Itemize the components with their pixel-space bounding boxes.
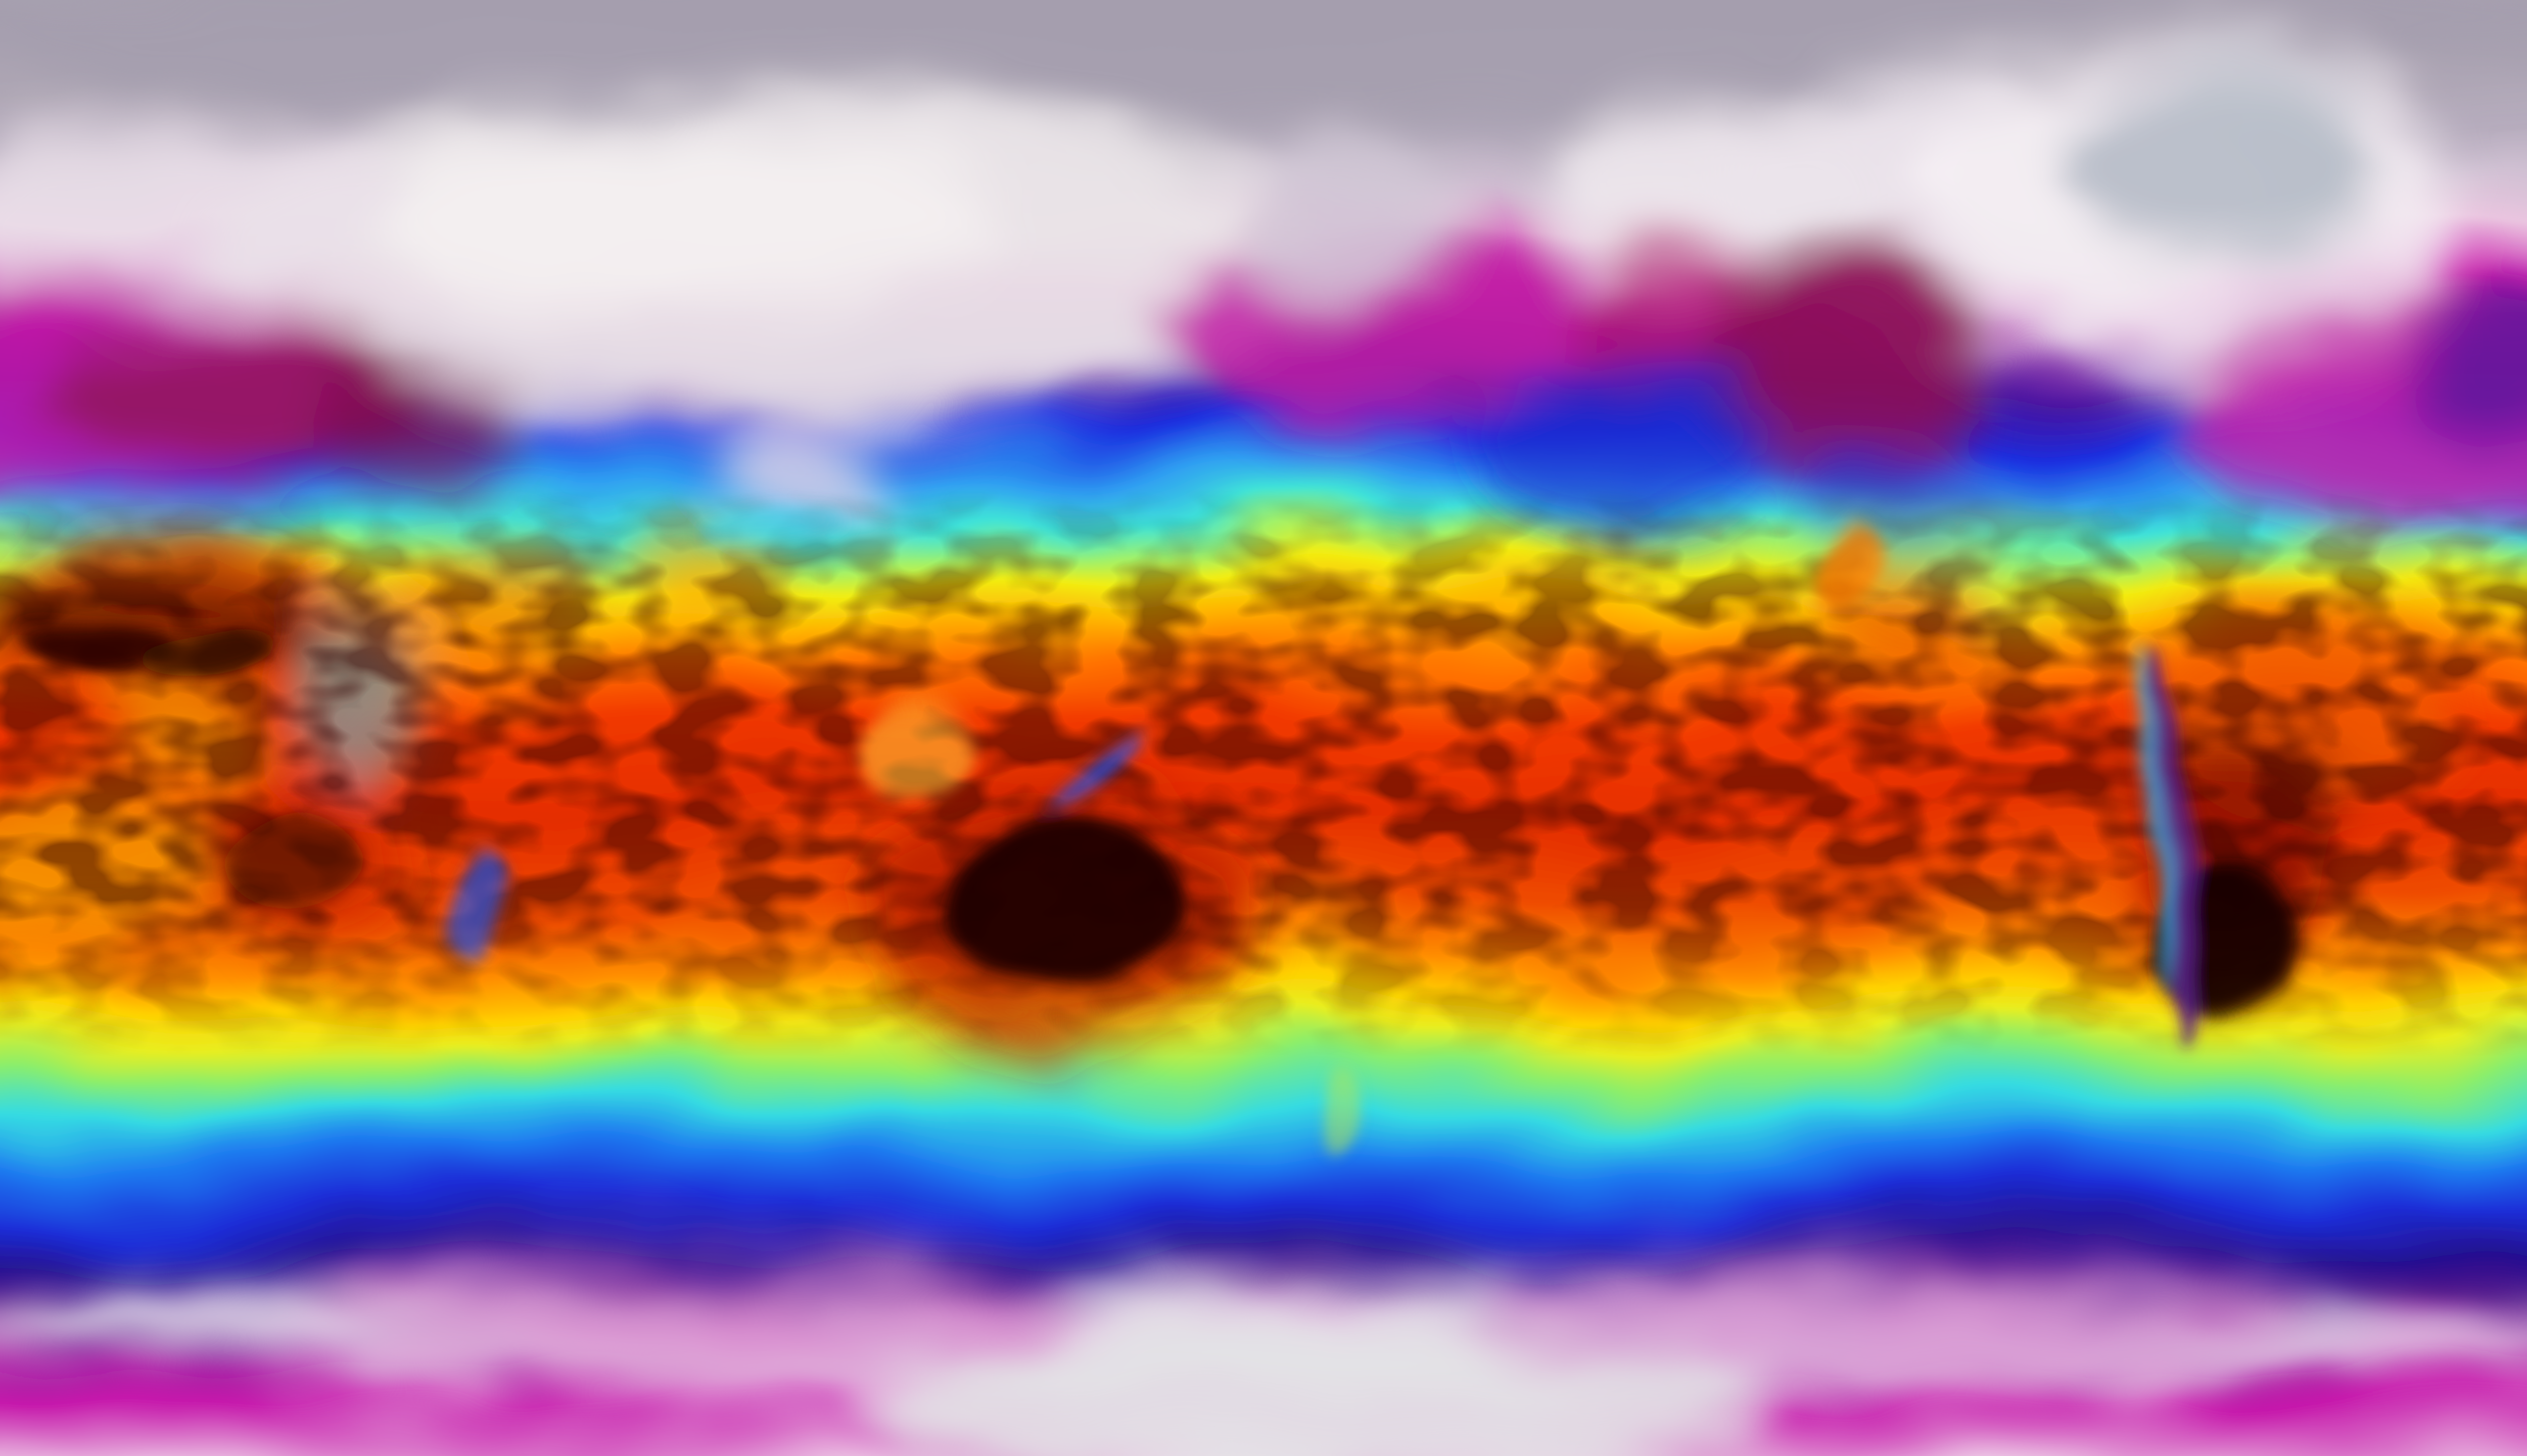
feature-himalaya-cyan-streak	[696, 506, 844, 548]
feature-borneo-speckle	[862, 709, 974, 793]
feature-australia-dark-core	[944, 824, 1182, 984]
feature-andes-cold-streak	[2147, 640, 2203, 1047]
feature-andes-cyan-edge	[2136, 638, 2177, 985]
feature-new-guinea-ridge	[1054, 729, 1144, 811]
feature-sahel-dark-spot-1	[23, 614, 181, 668]
feature-southern-africa-dark-spot	[223, 826, 356, 910]
hot-cold-spots-layer	[23, 506, 2297, 1147]
feature-madagascar-cool	[450, 853, 497, 956]
feature-sahel-dark-spot-2	[145, 633, 276, 679]
feature-baja-hot-spot	[1814, 521, 1878, 617]
feature-new-zealand-cool	[1321, 1071, 1364, 1147]
